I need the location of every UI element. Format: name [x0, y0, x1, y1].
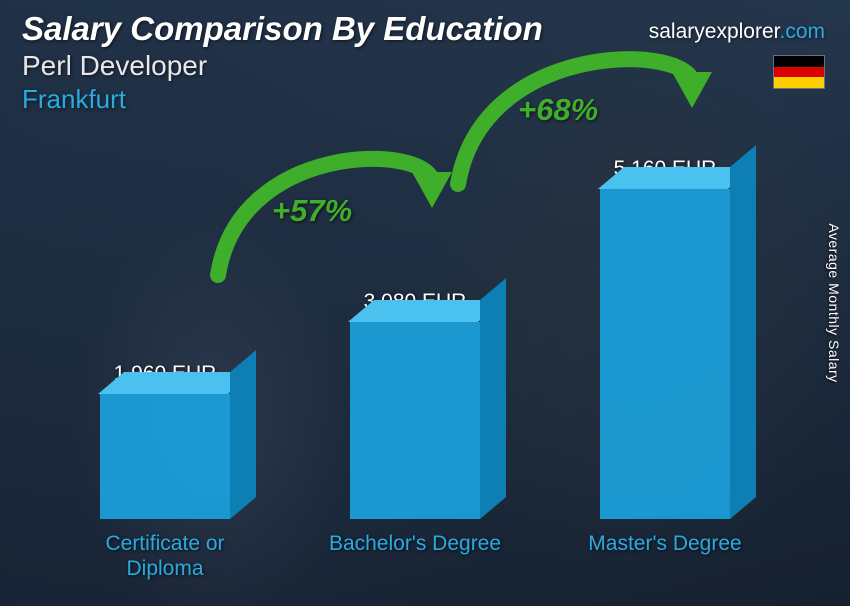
flag-stripe	[774, 67, 824, 78]
bar-3d	[600, 189, 730, 519]
bar-face-side	[230, 350, 256, 519]
bar-label: Bachelor's Degree	[329, 531, 501, 581]
bar-face-front	[600, 189, 730, 519]
flag-stripe	[774, 77, 824, 88]
bar-face-side	[730, 145, 756, 519]
flag-stripe	[774, 56, 824, 67]
brand-logo: salaryexplorer.com	[649, 20, 825, 44]
growth-percent: +57%	[272, 193, 352, 229]
growth-percent: +68%	[518, 92, 598, 128]
chart-location: Frankfurt	[22, 84, 828, 115]
bar-face-front	[100, 394, 230, 519]
country-flag-germany	[773, 55, 825, 89]
brand-part-c: .com	[779, 20, 825, 43]
bar-face-front	[350, 322, 480, 519]
bar-chart: 1,960 EURCertificate or Diploma3,080 EUR…	[40, 151, 790, 581]
bar-3d	[350, 322, 480, 519]
y-axis-label: Average Monthly Salary	[826, 223, 842, 382]
brand-part-a: salary	[649, 20, 705, 43]
chart-subtitle: Perl Developer	[22, 50, 828, 82]
bar-group: 5,160 EURMaster's Degree	[565, 157, 765, 581]
bar-face-side	[480, 278, 506, 519]
bar-label: Master's Degree	[588, 531, 741, 581]
bar-label: Certificate or Diploma	[65, 531, 265, 581]
bar-group: 1,960 EURCertificate or Diploma	[65, 362, 265, 581]
bar-3d	[100, 394, 230, 519]
bar-group: 3,080 EURBachelor's Degree	[315, 290, 515, 581]
brand-part-b: explorer	[705, 20, 780, 43]
